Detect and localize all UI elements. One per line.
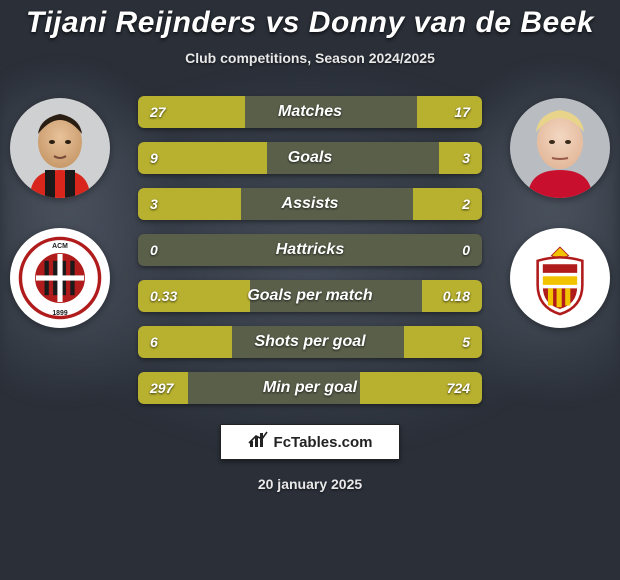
club-left-logo: ACM 1899 (10, 228, 110, 328)
stat-row: 93Goals (138, 142, 482, 174)
player-right-avatar (510, 98, 610, 198)
date-text: 20 january 2025 (258, 476, 362, 492)
footer-badge[interactable]: FcTables.com (220, 424, 400, 460)
stat-value-left: 0 (138, 234, 170, 266)
stat-row: 65Shots per goal (138, 326, 482, 358)
bar-right (439, 142, 482, 174)
chart-icon (248, 431, 268, 454)
bar-right (422, 280, 482, 312)
footer-brand-text: FcTables.com (274, 434, 373, 451)
club-right-logo (510, 228, 610, 328)
stats-column: 2717Matches 93Goals 32Assists 0 0Hattricks 0.… (120, 96, 500, 404)
bar-left (138, 372, 188, 404)
right-column (500, 96, 620, 328)
stat-value-right: 0 (450, 234, 482, 266)
stat-row: 0 0Hattricks (138, 234, 482, 266)
stat-row: 0.330.18Goals per match (138, 280, 482, 312)
main-row: ACM 1899 2717Matches 93Goals 32Assists 0 0Ha… (0, 96, 620, 404)
bar-left (138, 142, 267, 174)
bar-right (413, 188, 482, 220)
stat-label: Hattricks (138, 234, 482, 266)
player-right-avatar-svg (510, 98, 610, 198)
page-title: Tijani Reijnders vs Donny van de Beek (26, 6, 594, 40)
left-column: ACM 1899 (0, 96, 120, 328)
player-left-avatar (10, 98, 110, 198)
subtitle: Club competitions, Season 2024/2025 (185, 50, 435, 66)
bar-right (360, 372, 482, 404)
player-left-avatar-svg (10, 98, 110, 198)
svg-text:ACM: ACM (52, 243, 68, 250)
bar-left (138, 280, 250, 312)
svg-text:1899: 1899 (52, 310, 67, 317)
container: Tijani Reijnders vs Donny van de Beek Cl… (0, 0, 620, 580)
bar-left (138, 188, 241, 220)
bar-right (417, 96, 482, 128)
club-left-logo-svg: ACM 1899 (17, 235, 103, 321)
bar-left (138, 326, 232, 358)
stat-row: 297724Min per goal (138, 372, 482, 404)
bar-left (138, 96, 245, 128)
stat-row: 32Assists (138, 188, 482, 220)
stat-row: 2717Matches (138, 96, 482, 128)
bar-right (404, 326, 482, 358)
club-right-logo-svg (517, 235, 603, 321)
